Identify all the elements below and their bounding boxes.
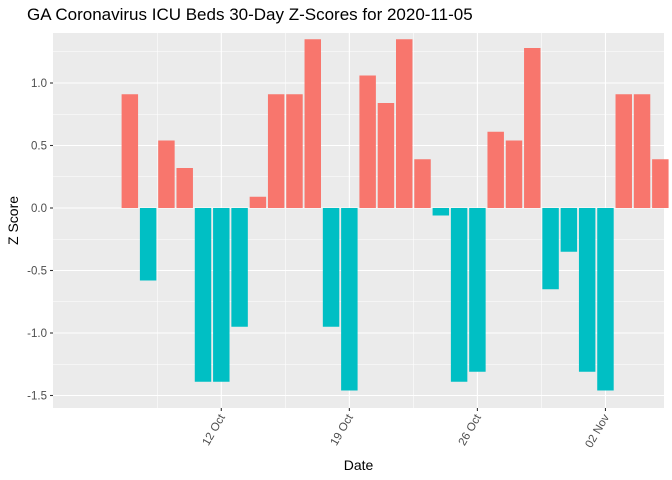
bar [286, 94, 303, 208]
bar [267, 94, 285, 208]
bar [524, 48, 541, 208]
bar [359, 75, 376, 208]
x-tick-label: 19 Oct [329, 412, 357, 448]
bar [615, 94, 632, 208]
y-tick-label: -1.0 [27, 328, 47, 340]
x-axis: 12 Oct 19 Oct 26 Oct 02 Nov [201, 408, 612, 450]
bar [633, 94, 651, 208]
bar [231, 208, 248, 327]
x-tick-label: 26 Oct [457, 412, 485, 448]
x-axis-title: Date [344, 457, 374, 473]
bar [377, 103, 395, 208]
bar [249, 196, 267, 208]
bar [487, 131, 504, 208]
bar [158, 140, 175, 208]
y-axis-title: Z Score [5, 196, 21, 245]
bar [341, 208, 358, 391]
y-tick-label: 1.0 [31, 78, 47, 90]
chart-title: GA Coronavirus ICU Beds 30-Day Z-Scores … [27, 5, 473, 24]
y-axis: -1.5 -1.0 -0.5 0.0 0.5 1.0 [27, 78, 53, 403]
bar [597, 208, 614, 391]
y-tick-label: 0.5 [31, 141, 47, 153]
x-tick-label: 02 Nov [583, 412, 612, 450]
y-tick-label: 0.0 [31, 203, 47, 215]
bar [176, 168, 193, 208]
bar [322, 208, 340, 327]
bar [578, 208, 596, 372]
bar [505, 140, 523, 208]
bar [450, 208, 468, 382]
bar [194, 208, 212, 382]
bar [542, 208, 559, 290]
y-tick-label: -1.5 [27, 391, 47, 403]
bar [469, 208, 486, 372]
bar [652, 159, 669, 208]
y-tick-label: -0.5 [27, 266, 47, 278]
bars [121, 39, 669, 391]
minor-gridlines [53, 33, 664, 408]
bar [213, 208, 230, 382]
bar [432, 208, 450, 216]
bar [396, 39, 413, 208]
bar [414, 159, 431, 208]
x-tick-label: 12 Oct [201, 412, 229, 448]
bar [560, 208, 578, 252]
bar [304, 39, 321, 208]
bar [139, 208, 157, 281]
bar [121, 94, 139, 208]
